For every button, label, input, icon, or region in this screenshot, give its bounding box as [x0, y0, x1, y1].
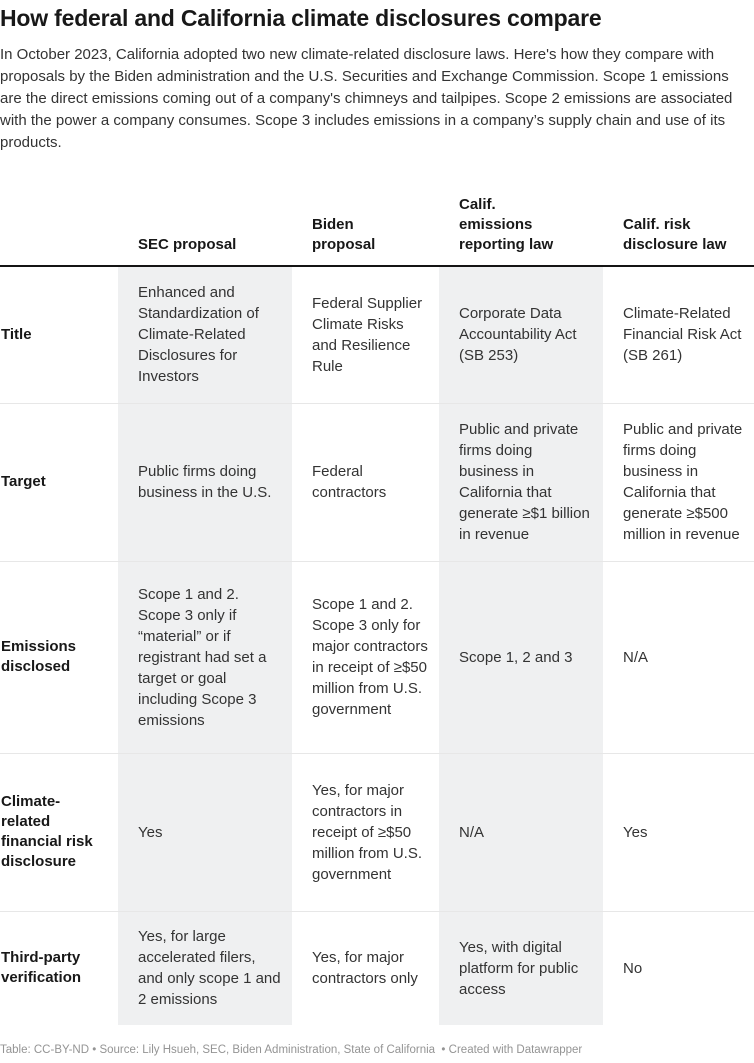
table-cell: No [603, 911, 754, 1025]
table-cell: N/A [603, 561, 754, 754]
table-cell: Scope 1 and 2. Scope 3 only for major co… [292, 561, 439, 754]
table-cell: Yes, for large accelerated filers, and o… [118, 911, 292, 1025]
table-cell: Public and private firms doing business … [603, 403, 754, 562]
column-header-calif-emissions-law: Calif. emissions reporting law [439, 176, 603, 267]
page-title: How federal and California climate discl… [0, 5, 602, 31]
column-header-biden-proposal: Biden proposal [292, 176, 439, 267]
table-cell: Scope 1, 2 and 3 [439, 561, 603, 754]
table-row: Emissions disclosed Scope 1 and 2. Scope… [0, 561, 754, 754]
table-row: Third-party verification Yes, for large … [0, 911, 754, 1025]
row-label-climate-risk-disclosure: Climate-related financial risk disclosur… [0, 753, 118, 912]
row-label-title: Title [0, 266, 118, 404]
table-cell: Corporate Data Accountability Act (SB 25… [439, 266, 603, 404]
table-cell: Yes, with digital platform for public ac… [439, 911, 603, 1025]
table-cell: Yes [118, 753, 292, 912]
table-cell: Public firms doing business in the U.S. [118, 403, 292, 562]
chart-description: In October 2023, California adopted two … [0, 46, 733, 151]
row-label-third-party-verification: Third-party verification [0, 911, 118, 1025]
table-cell: Yes [603, 753, 754, 912]
table-cell: Climate-Related Financial Risk Act (SB 2… [603, 266, 754, 404]
table-cell: Enhanced and Standardization of Climate-… [118, 266, 292, 404]
table-cell: Yes, for major contractors only [292, 911, 439, 1025]
row-label-target: Target [0, 403, 118, 562]
table-header: SEC proposal Biden proposal Calif. emiss… [0, 176, 754, 267]
column-header-calif-risk-law: Calif. risk disclosure law [603, 176, 754, 267]
attribution-footer: Table: CC-BY-ND • Source: Lily Hsueh, SE… [0, 1044, 583, 1056]
datawrapper-table-embed: How federal and California climate discl… [0, 4, 754, 1058]
table-cell: Public and private firms doing business … [439, 403, 603, 562]
comparison-table: SEC proposal Biden proposal Calif. emiss… [0, 176, 754, 1025]
table-cell: Scope 1 and 2. Scope 3 only if “material… [118, 561, 292, 754]
table-cell: N/A [439, 753, 603, 912]
table-row: Target Public firms doing business in th… [0, 403, 754, 562]
table-row: Title Enhanced and Standardization of Cl… [0, 266, 754, 404]
table-row: Climate-related financial risk disclosur… [0, 753, 754, 912]
column-header-sec-proposal: SEC proposal [118, 176, 292, 267]
row-label-emissions-disclosed: Emissions disclosed [0, 561, 118, 754]
table-body: Title Enhanced and Standardization of Cl… [0, 266, 754, 1025]
corner-cell [0, 176, 118, 267]
table-cell: Federal Supplier Climate Risks and Resil… [292, 266, 439, 404]
table-cell: Federal contractors [292, 403, 439, 562]
table-cell: Yes, for major contractors in receipt of… [292, 753, 439, 912]
